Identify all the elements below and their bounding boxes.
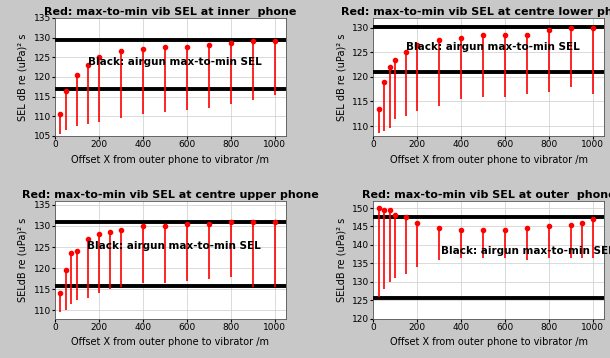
X-axis label: Offset X from outer phone to vibrator /m: Offset X from outer phone to vibrator /m bbox=[71, 155, 269, 165]
X-axis label: Offset X from outer phone to vibrator /m: Offset X from outer phone to vibrator /m bbox=[71, 337, 269, 347]
Title: Red: max-to-min vib SEL at inner  phone: Red: max-to-min vib SEL at inner phone bbox=[44, 7, 296, 17]
Text: Black: airgun max-to-min SEL: Black: airgun max-to-min SEL bbox=[88, 57, 262, 67]
Text: Black: airgun max-to-min SEL: Black: airgun max-to-min SEL bbox=[406, 42, 580, 52]
Title: Red: max-to-min vib SEL at outer  phone: Red: max-to-min vib SEL at outer phone bbox=[362, 190, 610, 200]
Y-axis label: SEL dB re (uPa)² s: SEL dB re (uPa)² s bbox=[18, 33, 28, 121]
Y-axis label: SELdB re (uPa)² s: SELdB re (uPa)² s bbox=[18, 218, 28, 302]
X-axis label: Offset X from outer phone to vibrator /m: Offset X from outer phone to vibrator /m bbox=[390, 337, 587, 347]
Title: Red: max-to-min vib SEL at centre upper phone: Red: max-to-min vib SEL at centre upper … bbox=[22, 190, 318, 200]
X-axis label: Offset X from outer phone to vibrator /m: Offset X from outer phone to vibrator /m bbox=[390, 155, 587, 165]
Y-axis label: SELdB re (uPa)² s: SELdB re (uPa)² s bbox=[336, 218, 346, 302]
Title: Red: max-to-min vib SEL at centre lower phone: Red: max-to-min vib SEL at centre lower … bbox=[341, 7, 610, 17]
Text: Black: airgun max-to-min SEL: Black: airgun max-to-min SEL bbox=[87, 241, 260, 251]
Y-axis label: SEL dB re (uPa)² s: SEL dB re (uPa)² s bbox=[336, 33, 346, 121]
Text: Black: airgun max-to-min SEL: Black: airgun max-to-min SEL bbox=[441, 246, 610, 256]
